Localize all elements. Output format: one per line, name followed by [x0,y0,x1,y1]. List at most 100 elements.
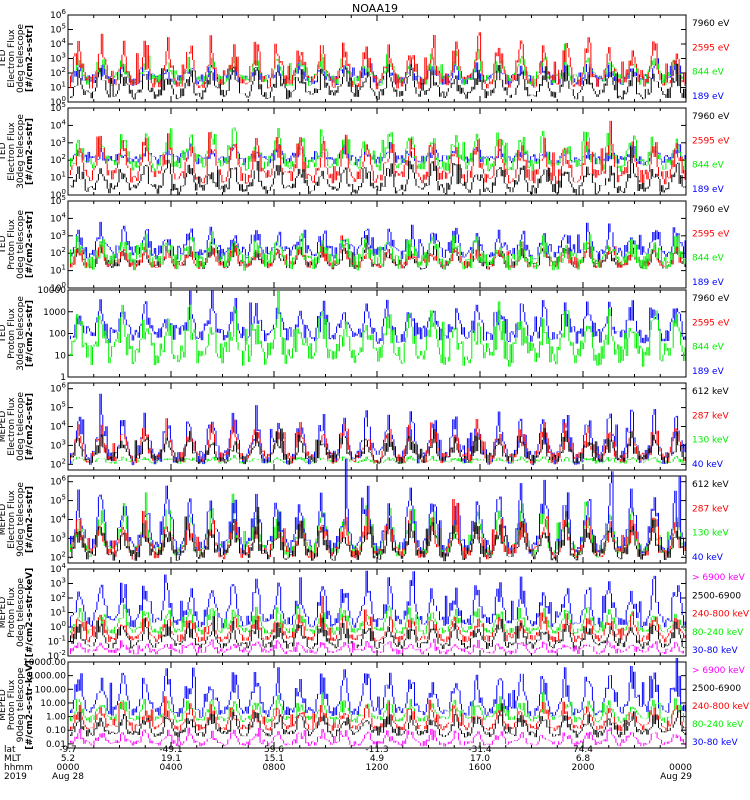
y-tick-label: 102 [50,153,66,166]
legend-entry: 2500-6900 [692,684,741,694]
x-row-label: 2019 [4,772,27,782]
series-240-800-kev [70,596,686,643]
series-240-800-kev [70,696,686,732]
y-tick-label: 103 [50,52,66,65]
y-tick-label: 1 [60,373,66,383]
series-7960-ev [70,146,686,195]
legend-entry: 2595 eV [692,229,730,239]
legend-entry: 240-800 keV [692,610,750,620]
y-tick-label: 101 [50,606,66,619]
legend-entry: 189 eV [692,185,725,195]
legend-entry: 2595 eV [692,43,730,53]
y-tick-label: 103 [50,229,66,242]
y-tick-label: 10000.00 [23,658,66,668]
legend-entry: 612 keV [692,387,729,397]
panel-frame [67,107,687,196]
panel-frame [67,200,687,289]
y-tick-label: 106 [50,475,66,488]
y-tick-label: 10-1 [48,635,66,648]
legend-entry: 40 keV [692,553,724,563]
y-tick-label: 106 [50,382,66,395]
y-tick-label: 104 [50,37,66,50]
y-axis-label: TEDProton Flux30deg telescope[#/cm2-s-st… [0,296,35,371]
y-tick-label: 100 [50,620,66,633]
y-tick-label: 103 [50,531,66,544]
series-7960-ev [70,63,686,100]
legend-entry: 287 keV [692,411,729,421]
legend-entry: 2500-6900 [692,591,741,601]
y-tick-label: 104 [50,420,66,433]
x-tick-label: -9.7 [59,745,77,755]
x-tick-label: -49.1 [159,745,182,755]
legend-entry: 40 keV [692,460,724,470]
x-tick-label: 0000 [57,763,80,773]
x-tick-label: 1600 [469,763,492,773]
y-tick-label: 1.00 [46,713,66,723]
y-tick-label: 104 [50,513,66,526]
panel-mep-e-0: 102 103 104 105 106 MEPEDElectron Flux0deg te… [0,382,729,471]
x-tick-label: -31.4 [468,745,492,755]
x-tick-label: 4.9 [370,754,385,764]
legend-entry: 80-240 keV [692,628,744,638]
x-row-label: hhmm [4,763,33,773]
legend-entry: 844 eV [692,161,725,171]
panel-frame [67,568,687,657]
y-axis-label: MEPEDProton Flux0deg telescope[#/cm2-s-s… [0,568,35,658]
y-axis-label: TEDElectron Flux0deg telescope[#/cm2-s-s… [0,24,35,94]
legend-entry: 240-800 keV [692,702,750,712]
legend-entry: 130 keV [692,529,729,539]
y-tick-label: 100.00 [35,685,67,695]
y-tick-label: 103 [50,577,66,590]
legend-entry: 7960 eV [692,205,730,215]
y-tick-label: 0.01 [46,740,66,750]
y-axis-label: MEPEDElectron Flux0deg telescope[#/cm2-s… [0,392,35,462]
x-tick-label: 0400 [160,763,183,773]
x-tick-label: 59.6 [264,745,284,755]
x-tick-label: 15.1 [264,754,284,764]
panel-mep-e-90: 102 103 104 105 106 MEPEDElectron Flux90deg t… [0,458,729,564]
y-tick-label: 101 [50,171,66,184]
legend-entry: 844 eV [692,68,725,78]
legend-entry: 130 keV [692,436,729,446]
legend-entry: 189 eV [692,92,725,102]
y-tick-label: 10000 [37,286,66,296]
chart-title: NOAA19 [352,2,398,15]
series-612-kev [70,428,686,465]
y-tick-label: 101 [50,264,66,277]
y-tick-label: 106 [50,8,66,21]
y-tick-label: 105 [50,494,66,507]
x-tick-label: 1200 [366,763,389,773]
y-tick-label: 1000 [43,308,66,318]
legend-entry: > 6900 keV [692,666,746,676]
y-axis-label: MEPEDProton Flux90deg telescope[#/cm2-s-… [0,660,35,750]
legend-entry: 844 eV [692,254,725,264]
y-axis-label: TEDElectron Flux30deg telescope[#/cm2-s-… [0,114,35,189]
series-844-ev [70,231,686,271]
legend-entry: > 6900 keV [692,573,746,583]
y-tick-label: 105 [50,401,66,414]
y-tick-label: 102 [50,246,66,259]
legend-entry: 287 keV [692,504,729,514]
legend-entry: 7960 eV [692,112,730,122]
legend-entry: 189 eV [692,367,725,377]
y-tick-label: 10 [55,351,67,361]
legend-entry: 7960 eV [692,294,730,304]
legend-entry: 80-240 keV [692,720,744,730]
x-tick-label: 5.2 [61,754,75,764]
series-612-kev [70,506,686,562]
y-tick-label: 101 [50,81,66,94]
series-844-ev [70,291,686,367]
legend-entry: 189 eV [692,278,725,288]
y-tick-label: 105 [50,23,66,36]
legend-entry: 2595 eV [692,318,730,328]
y-tick-label: 100 [49,330,66,340]
y-tick-label: 104 [50,211,66,224]
x-tick-label: 0800 [263,763,286,773]
x-row-label: MLT [4,754,22,764]
legend-entry: 844 eV [692,343,725,353]
